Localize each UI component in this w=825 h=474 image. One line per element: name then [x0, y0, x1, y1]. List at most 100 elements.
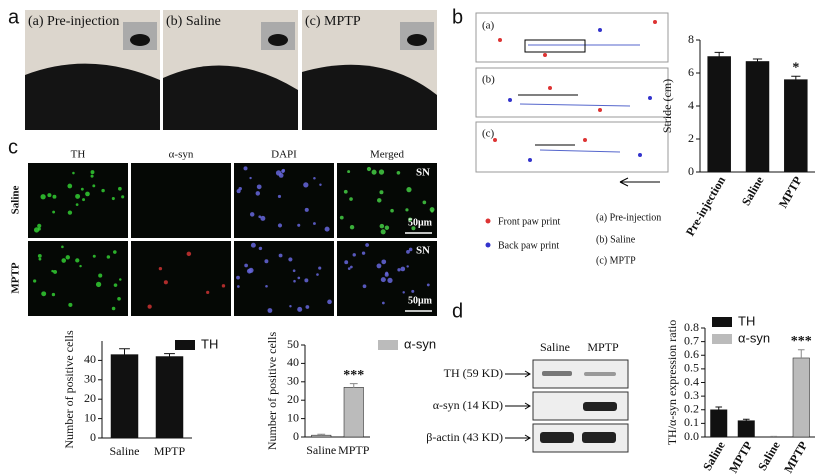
cell [350, 265, 353, 269]
cell [37, 227, 41, 231]
cell [75, 193, 81, 199]
micrograph [337, 163, 437, 238]
y-tick-label: 40 [287, 355, 299, 369]
micrograph [234, 241, 334, 316]
mouse-back [163, 65, 298, 130]
cell [68, 302, 73, 307]
paw [508, 98, 512, 102]
legend-label: α-syn [404, 336, 436, 351]
track-box [475, 12, 669, 63]
x-tick-label: Saline [739, 173, 767, 208]
band-arrow [505, 370, 531, 442]
cell [41, 291, 47, 297]
legend-paw [485, 242, 491, 248]
paw [583, 138, 587, 142]
error-bar [715, 406, 723, 410]
cell [305, 305, 310, 309]
micrograph [131, 163, 231, 238]
cell [327, 299, 332, 305]
cell [113, 283, 118, 287]
cell [206, 290, 210, 295]
cell [37, 254, 42, 258]
error-bar [349, 383, 358, 388]
bar [343, 387, 364, 438]
legend-label: TH [201, 336, 218, 351]
error-bar [119, 348, 130, 355]
cell [82, 198, 86, 202]
cell [384, 225, 390, 230]
paw [548, 86, 552, 90]
photo-label: (c) MPTP [305, 14, 361, 29]
cell [65, 255, 70, 260]
stride-mark [518, 39, 586, 146]
column-header: α-syn [169, 149, 194, 161]
lane-label: Saline [540, 340, 570, 354]
cell [411, 226, 416, 231]
track-label: (c) [482, 128, 495, 140]
bar [792, 357, 810, 438]
cell [297, 306, 303, 312]
paw [528, 158, 532, 162]
cell [362, 284, 367, 289]
error-bar [714, 51, 724, 57]
photo-label: (b) Saline [166, 14, 221, 29]
cell [430, 209, 434, 213]
cell [318, 266, 322, 270]
cell [67, 183, 73, 189]
photos: (a) Pre-injection (b) Saline (c) MPTP [25, 10, 437, 130]
cell [408, 247, 413, 252]
cell [406, 265, 409, 268]
error-bar [742, 418, 750, 421]
y-axis-label: Number of positive cells [265, 332, 279, 451]
cell [249, 212, 255, 217]
bar [710, 409, 728, 438]
cell [163, 280, 168, 285]
cell [117, 296, 121, 301]
key-text: (c) MPTP [596, 255, 636, 266]
band [583, 402, 617, 411]
paw [598, 28, 602, 32]
cell [53, 269, 58, 274]
cell [38, 257, 42, 261]
region-label: SN [416, 167, 430, 179]
band [584, 372, 616, 376]
cell [411, 289, 415, 293]
cell [366, 166, 372, 172]
track-box [475, 121, 669, 173]
cell [121, 195, 125, 199]
paw-prints [485, 20, 657, 248]
error-bar [770, 435, 778, 437]
bar [155, 356, 184, 439]
cell [72, 171, 75, 175]
cell [221, 284, 226, 288]
paw [653, 20, 657, 24]
cell [75, 203, 79, 206]
cell [106, 255, 111, 259]
cell [352, 253, 356, 257]
scale-label: 50μm [408, 295, 433, 306]
scale-label: 50μm [408, 217, 433, 228]
cell [92, 184, 96, 188]
cell [319, 183, 322, 186]
cell [281, 169, 285, 174]
cell [406, 187, 412, 193]
cell [387, 277, 393, 283]
x-tick-label: Pre-injection [683, 174, 728, 239]
legend-swatch [175, 340, 195, 350]
cell [344, 260, 349, 265]
cell [85, 191, 90, 197]
y-axis-label: TH/α-syn expression ratio [665, 320, 679, 446]
cell [380, 229, 386, 235]
y-axis-label: Number of positive cells [62, 330, 76, 449]
x-tick-label: MPTP [776, 174, 805, 210]
column-header: DAPI [271, 149, 297, 161]
cell [47, 193, 52, 198]
cell [264, 259, 269, 264]
cell [80, 187, 84, 191]
track-line [519, 39, 640, 153]
key-text: (a) Pre-injection [596, 212, 661, 223]
cell [250, 242, 256, 248]
key-text: (b) Saline [596, 234, 636, 245]
y-tick-label: 2 [688, 131, 694, 145]
cell [52, 210, 56, 214]
